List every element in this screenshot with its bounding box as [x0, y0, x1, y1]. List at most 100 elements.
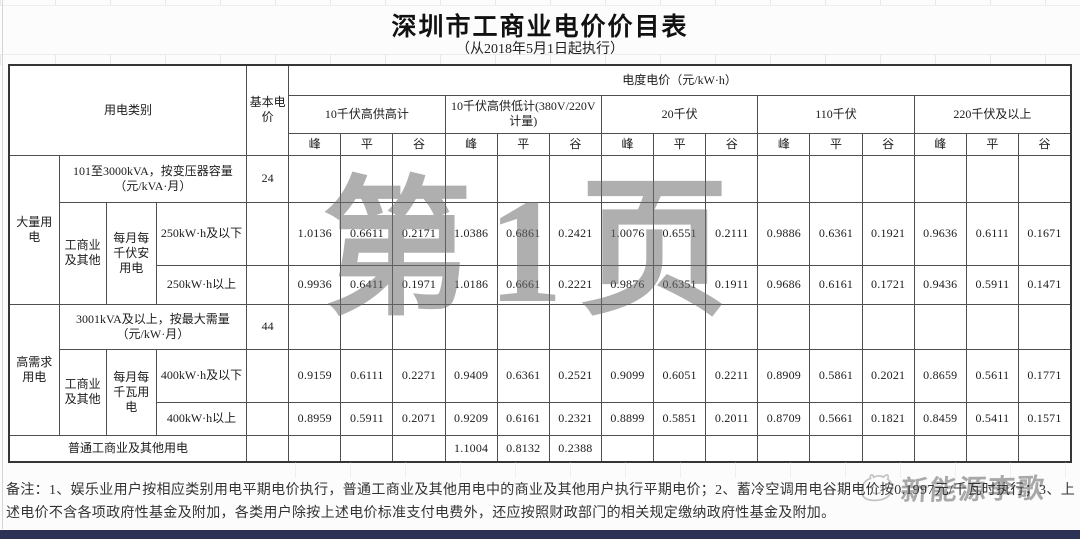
- header-flat: 平: [809, 132, 863, 156]
- price-cell-empty: [913, 303, 967, 350]
- price-cell-empty: [288, 303, 342, 350]
- price-cell-empty: [1017, 434, 1072, 463]
- header-flat: 平: [340, 132, 394, 156]
- tariff-table: 用电类别 基本电价 电度电价（元/kW·h） 10千伏高供高计 10千伏高供低计…: [8, 64, 1072, 463]
- price-cell-empty: [809, 154, 863, 203]
- price-cell: 0.1721: [861, 264, 915, 305]
- price-cell-empty: [757, 303, 811, 350]
- price-cell-empty: [757, 434, 811, 463]
- page-title: 深圳市工商业电价价目表: [391, 14, 689, 41]
- price-cell-empty: [965, 303, 1019, 350]
- header-group-220kv: 220千伏及以上: [913, 94, 1072, 134]
- high-basic-price: 44: [246, 303, 290, 350]
- bulk-metering-basis: 每月每千伏安用电: [105, 201, 157, 305]
- price-cell-empty: [600, 434, 655, 463]
- header-group-110kv: 110千伏: [757, 94, 915, 134]
- price-cell: 0.1971: [392, 264, 446, 305]
- price-cell: 1.1004: [444, 434, 498, 463]
- price-cell: 0.2171: [392, 201, 446, 266]
- price-cell-empty: [600, 303, 655, 350]
- price-cell: 0.6351: [653, 264, 707, 305]
- price-cell-empty: [496, 303, 550, 350]
- category-bulk-power: 大量用电: [8, 154, 60, 305]
- price-cell-empty: [496, 154, 550, 203]
- price-cell-empty: [913, 154, 967, 203]
- price-cell-empty: [340, 434, 394, 463]
- header-valley: 谷: [392, 132, 446, 156]
- price-cell: 0.2421: [548, 201, 602, 266]
- price-cell-empty: [444, 303, 498, 350]
- spreadsheet-gridline-strip-gap: [295, 462, 1072, 478]
- price-cell: 0.8132: [496, 434, 550, 463]
- price-cell: 0.1911: [705, 264, 759, 305]
- price-cell: 0.9876: [600, 264, 655, 305]
- price-cell: 0.5911: [965, 264, 1019, 305]
- price-cell: 0.5611: [965, 348, 1019, 403]
- bulk-basic-capacity-label: 101至3000kVA，按变压器容量（元/kVA·月）: [58, 154, 248, 203]
- price-cell: 0.9886: [757, 201, 811, 266]
- price-cell: 0.6661: [496, 264, 550, 305]
- price-cell: 0.9436: [913, 264, 967, 305]
- price-cell: 0.2221: [548, 264, 602, 305]
- price-cell-empty: [548, 154, 602, 203]
- price-cell: 0.5851: [653, 401, 707, 436]
- bottom-navy-bar: [0, 530, 1080, 539]
- price-cell-empty: [757, 154, 811, 203]
- price-cell-empty: [1017, 303, 1072, 350]
- spreadsheet-gridline-strip-top: [0, 0, 1080, 6]
- price-cell-empty: [809, 303, 863, 350]
- footnote-text: 备注：1、娱乐业用户按相应类别用电平期电价执行，普通工商业及其他用电中的商业及其…: [6, 483, 1075, 521]
- effective-date-subtitle: （从2018年5月1日起执行）: [456, 42, 624, 57]
- price-cell: 0.2071: [392, 401, 446, 436]
- price-cell: 0.8959: [288, 401, 342, 436]
- price-cell-empty: [913, 434, 967, 463]
- price-cell-empty: [861, 154, 915, 203]
- price-cell: 0.6611: [340, 201, 394, 266]
- header-peak: 峰: [288, 132, 342, 156]
- header-energy-price-unit: 电度电价（元/kW·h）: [288, 64, 1072, 96]
- basic-price-cell-empty: [246, 434, 290, 463]
- price-cell: 0.9936: [288, 264, 342, 305]
- header-valley: 谷: [1017, 132, 1072, 156]
- price-cell: 0.8909: [757, 348, 811, 403]
- price-cell: 0.1921: [861, 201, 915, 266]
- price-cell: 0.6361: [809, 201, 863, 266]
- spreadsheet-left-gridline: [2, 0, 3, 529]
- price-cell: 1.0136: [288, 201, 342, 266]
- price-cell-empty: [1017, 154, 1072, 203]
- price-cell: 0.2211: [705, 348, 759, 403]
- header-flat: 平: [965, 132, 1019, 156]
- price-cell-empty: [600, 154, 655, 203]
- price-cell: 0.9099: [600, 348, 655, 403]
- price-cell-empty: [444, 154, 498, 203]
- price-cell: 0.2021: [861, 348, 915, 403]
- price-cell: 0.5911: [340, 401, 394, 436]
- price-cell: 1.0076: [600, 201, 655, 266]
- price-cell: 0.2271: [392, 348, 446, 403]
- price-cell: 0.2321: [548, 401, 602, 436]
- price-cell: 0.8459: [913, 401, 967, 436]
- price-cell-empty: [392, 434, 446, 463]
- price-cell: 0.2521: [548, 348, 602, 403]
- tier-label: 400kW·h以上: [155, 401, 248, 436]
- price-cell-empty: [705, 303, 759, 350]
- price-cell: 0.9409: [444, 348, 498, 403]
- header-peak: 峰: [913, 132, 967, 156]
- price-cell-empty: [548, 303, 602, 350]
- price-cell: 0.9636: [913, 201, 967, 266]
- header-valley: 谷: [548, 132, 602, 156]
- price-cell: 0.8899: [600, 401, 655, 436]
- price-cell: 0.1671: [1017, 201, 1072, 266]
- price-cell: 0.2388: [548, 434, 602, 463]
- header-group-10kv-high: 10千伏高供高计: [288, 94, 446, 134]
- price-cell: 0.1571: [1017, 401, 1072, 436]
- price-cell: 0.6051: [653, 348, 707, 403]
- price-cell-empty: [861, 303, 915, 350]
- price-cell: 1.0386: [444, 201, 498, 266]
- price-cell-empty: [965, 154, 1019, 203]
- price-cell-empty: [809, 434, 863, 463]
- header-valley: 谷: [705, 132, 759, 156]
- price-cell: 0.8659: [913, 348, 967, 403]
- price-cell-empty: [653, 154, 707, 203]
- price-cell: 0.6551: [653, 201, 707, 266]
